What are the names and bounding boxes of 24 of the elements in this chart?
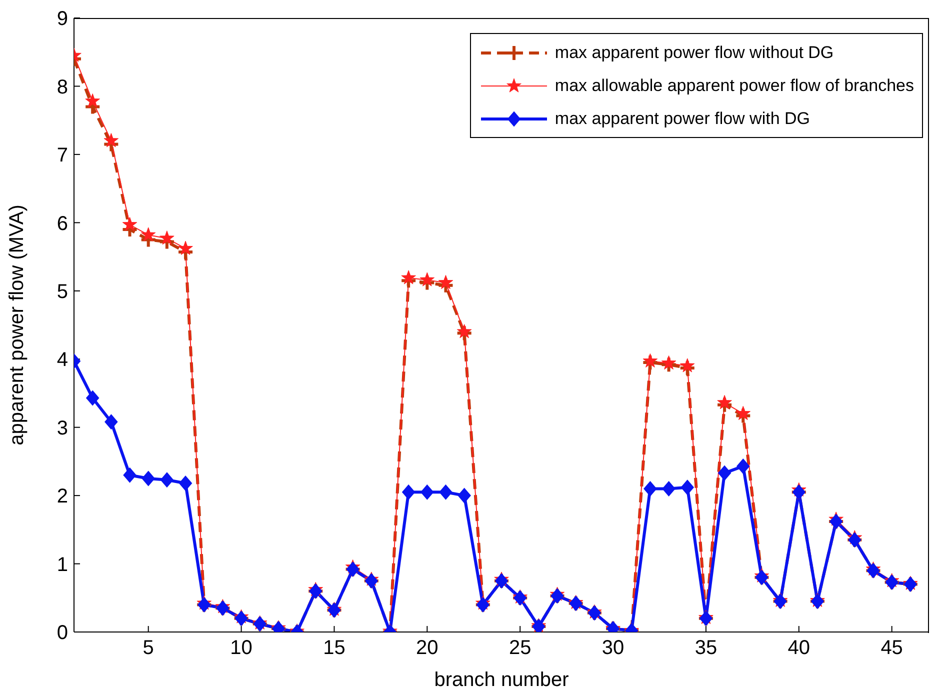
y-tick-label: 3 bbox=[56, 417, 68, 440]
x-tick-label: 30 bbox=[602, 637, 624, 660]
y-tick-label: 0 bbox=[56, 622, 68, 644]
x-tick-label: 15 bbox=[323, 637, 346, 660]
y-tick-label: 6 bbox=[56, 212, 68, 235]
legend-label: max apparent power flow with DG bbox=[554, 108, 810, 130]
x-tick-label: 35 bbox=[694, 637, 718, 660]
x-tick-label: 20 bbox=[416, 637, 438, 660]
legend-label: max allowable apparent power flow of branches bbox=[554, 75, 914, 97]
y-tick-label: 2 bbox=[56, 486, 68, 508]
y-tick-label: 1 bbox=[56, 554, 68, 576]
x-tick-label: 10 bbox=[230, 637, 252, 660]
x-tick-label: 45 bbox=[880, 637, 903, 660]
x-tick-label: 5 bbox=[142, 637, 154, 660]
y-tick-label: 8 bbox=[56, 76, 68, 98]
x-axis-title: branch number bbox=[434, 669, 570, 691]
x-tick-label: 40 bbox=[788, 637, 810, 660]
y-tick-label: 7 bbox=[56, 144, 68, 167]
legend-label: max apparent power flow without DG bbox=[554, 42, 834, 64]
y-tick-label: 4 bbox=[56, 349, 68, 372]
y-tick-label: 9 bbox=[56, 8, 68, 30]
x-tick-label: 25 bbox=[508, 637, 532, 660]
y-axis-title: apparent power flow (MVA) bbox=[6, 204, 28, 446]
y-tick-label: 5 bbox=[56, 280, 68, 303]
